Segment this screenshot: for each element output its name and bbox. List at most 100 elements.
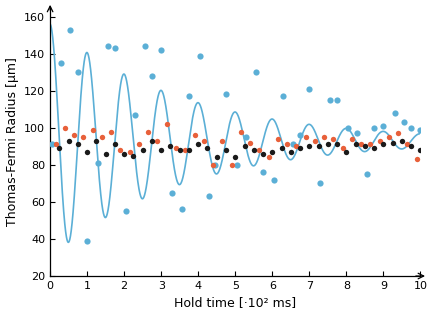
Point bbox=[111, 46, 118, 51]
Point bbox=[163, 122, 170, 127]
Point bbox=[185, 147, 192, 152]
Point bbox=[210, 162, 216, 167]
Point bbox=[311, 138, 318, 143]
Point bbox=[288, 149, 294, 154]
Point bbox=[67, 27, 74, 32]
Point bbox=[200, 138, 207, 143]
Point bbox=[84, 238, 90, 243]
Point bbox=[178, 207, 185, 212]
Point bbox=[330, 136, 337, 141]
Point bbox=[297, 133, 304, 138]
Point bbox=[391, 111, 398, 116]
Point bbox=[74, 142, 81, 147]
Point bbox=[247, 140, 254, 145]
Point bbox=[324, 142, 331, 147]
Point bbox=[213, 155, 220, 160]
Point bbox=[345, 125, 352, 130]
Point bbox=[191, 133, 198, 138]
Point bbox=[259, 170, 266, 175]
Point bbox=[256, 147, 263, 152]
Point bbox=[413, 157, 420, 162]
Point bbox=[404, 142, 411, 147]
Point bbox=[141, 44, 148, 49]
Point bbox=[65, 138, 72, 143]
Point bbox=[358, 142, 365, 147]
Point bbox=[223, 92, 229, 97]
Point bbox=[223, 147, 229, 152]
Point bbox=[219, 138, 226, 143]
Point bbox=[385, 135, 392, 140]
Point bbox=[98, 135, 105, 140]
Point bbox=[130, 153, 137, 158]
Point bbox=[176, 147, 183, 152]
Point bbox=[269, 149, 276, 154]
Point bbox=[71, 133, 78, 138]
Point bbox=[334, 98, 341, 103]
Point bbox=[243, 135, 250, 140]
Point bbox=[306, 144, 313, 149]
Point bbox=[145, 129, 152, 134]
Point bbox=[252, 70, 259, 75]
Point bbox=[352, 142, 359, 147]
Point bbox=[61, 125, 68, 130]
Point bbox=[241, 144, 248, 149]
Point bbox=[89, 127, 96, 132]
Point bbox=[317, 181, 324, 186]
Point bbox=[417, 127, 424, 132]
Point bbox=[80, 135, 87, 140]
Point bbox=[398, 138, 405, 143]
Point bbox=[334, 142, 341, 147]
Point bbox=[389, 140, 396, 145]
Point bbox=[234, 162, 241, 167]
Point bbox=[126, 149, 133, 154]
Point bbox=[182, 147, 189, 152]
Point bbox=[408, 125, 415, 130]
Y-axis label: Thomas-Fermi Radius [μm]: Thomas-Fermi Radius [μm] bbox=[6, 57, 19, 226]
Point bbox=[278, 146, 285, 151]
X-axis label: Hold time [·10² ms]: Hold time [·10² ms] bbox=[174, 296, 296, 309]
Point bbox=[52, 142, 59, 147]
Point bbox=[354, 131, 361, 136]
Point bbox=[321, 135, 328, 140]
Point bbox=[139, 147, 146, 152]
Point bbox=[232, 155, 239, 160]
Point bbox=[237, 129, 244, 134]
Point bbox=[58, 60, 65, 66]
Point bbox=[84, 149, 90, 154]
Point bbox=[265, 155, 272, 160]
Point bbox=[306, 86, 313, 91]
Point bbox=[158, 147, 165, 152]
Point bbox=[326, 98, 333, 103]
Point bbox=[121, 151, 128, 156]
Point bbox=[408, 144, 415, 149]
Point bbox=[102, 151, 109, 156]
Point bbox=[284, 142, 291, 147]
Point bbox=[56, 146, 63, 151]
Point bbox=[380, 123, 387, 129]
Point bbox=[197, 53, 204, 58]
Point bbox=[302, 135, 309, 140]
Point bbox=[297, 146, 304, 151]
Point bbox=[293, 144, 300, 149]
Point bbox=[185, 94, 192, 99]
Point bbox=[154, 138, 161, 143]
Point bbox=[149, 138, 155, 143]
Point bbox=[211, 162, 218, 167]
Point bbox=[111, 142, 118, 147]
Point bbox=[259, 151, 266, 156]
Point bbox=[136, 142, 142, 147]
Point bbox=[395, 131, 402, 136]
Point bbox=[132, 112, 139, 117]
Point bbox=[271, 177, 278, 182]
Point bbox=[95, 161, 102, 166]
Point bbox=[149, 73, 155, 78]
Point bbox=[289, 142, 296, 147]
Point bbox=[250, 147, 257, 152]
Point bbox=[117, 147, 124, 152]
Point bbox=[173, 146, 180, 151]
Point bbox=[339, 146, 346, 151]
Point bbox=[108, 129, 115, 134]
Point bbox=[349, 136, 355, 141]
Point bbox=[315, 144, 322, 149]
Point bbox=[228, 162, 235, 167]
